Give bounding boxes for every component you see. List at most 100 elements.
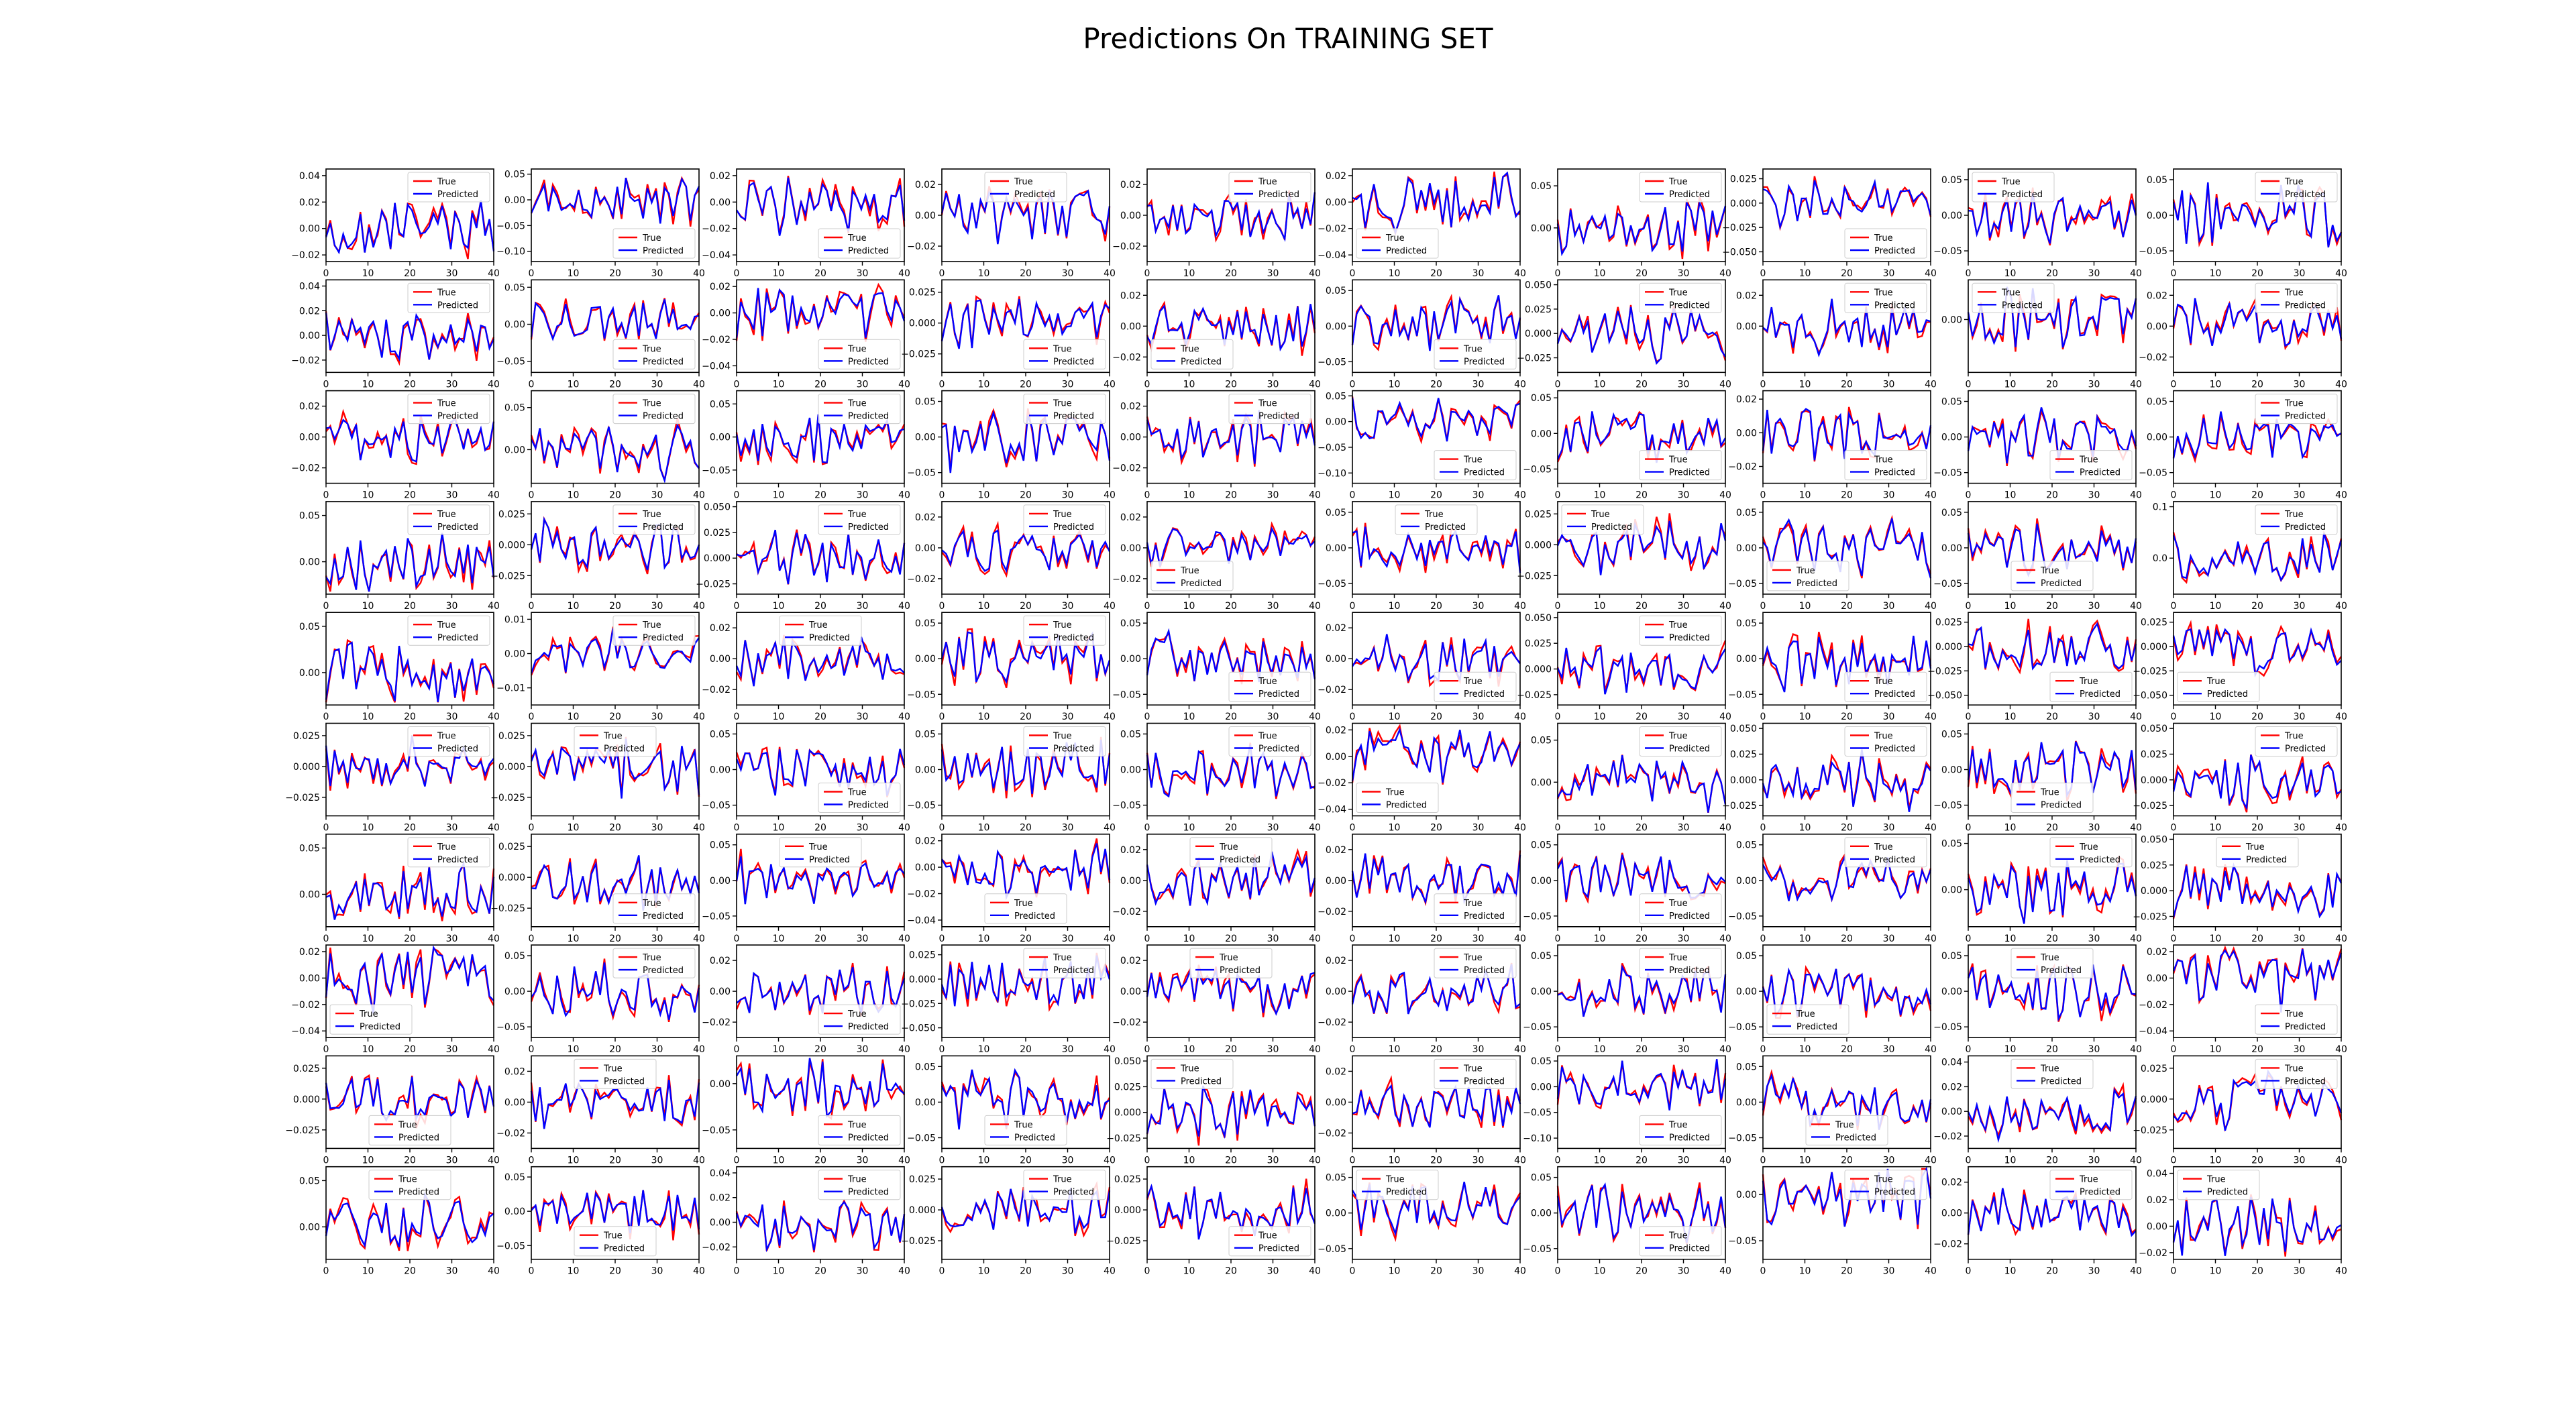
predicted-series-line: [941, 528, 1111, 573]
y-tick-label: 0.02: [710, 1193, 731, 1204]
x-tick-label: 40: [1309, 1266, 1321, 1277]
legend-true-label: True: [1258, 399, 1277, 409]
y-tick-label: 0.05: [1531, 1173, 1552, 1184]
x-tick-label: 10: [1389, 379, 1401, 390]
legend-true-label: True: [1424, 510, 1444, 520]
legend-true-label: True: [1874, 732, 1893, 742]
legend: True Predicted: [407, 282, 490, 313]
x-tick-label: 10: [978, 1266, 990, 1277]
x-tick-label: 10: [978, 823, 990, 834]
y-tick-label: −0.05: [1318, 1244, 1346, 1255]
x-tick-label: 10: [1799, 268, 1811, 279]
x-tick-label: 20: [2046, 712, 2058, 722]
y-tick-label: 0.05: [299, 1176, 320, 1186]
y-tick-label: 0.00: [1941, 211, 1962, 221]
y-tick-label: 0.02: [2147, 290, 2167, 301]
subplot: 0 10 20 30 40 0.050 0.025 0.000 −0.025 True Predic…: [1517, 612, 1731, 722]
predicted-series-line: [941, 739, 1111, 795]
x-tick-label: 0: [1760, 268, 1766, 279]
y-tick-label: 0.05: [915, 729, 936, 740]
x-tick-label: 10: [568, 934, 580, 944]
x-tick-label: 40: [693, 823, 705, 834]
y-tick-label: −0.02: [2139, 1000, 2167, 1011]
x-tick-label: 40: [1104, 268, 1116, 279]
predicted-series-line: [1557, 964, 1727, 1017]
legend-true-label: True: [1874, 233, 1893, 243]
legend-predicted-label: Predicted: [398, 1133, 439, 1143]
x-tick-label: 0: [1350, 379, 1356, 390]
y-tick-label: 0.000: [1114, 1108, 1141, 1119]
legend-predicted-label: Predicted: [1874, 300, 1915, 311]
y-tick-label: −0.02: [1318, 224, 1346, 235]
y-tick-label: 0.00: [1326, 543, 1346, 554]
y-tick-label: −0.050: [2133, 691, 2167, 701]
x-tick-label: 20: [1430, 1266, 1442, 1277]
predicted-series-line: [735, 748, 906, 796]
x-tick-label: 40: [1104, 601, 1116, 612]
legend: True Predicted: [612, 394, 696, 425]
y-tick-label: −0.10: [1318, 468, 1346, 479]
subplot: 0 10 20 30 40 0.05 0.00 −0.05 True Predicted: [496, 279, 705, 390]
y-tick-label: 0.00: [1326, 321, 1346, 332]
x-tick-label: 0: [939, 712, 945, 722]
x-tick-label: 0: [1760, 1044, 1766, 1055]
subplot-grid: 0 10 20 30 400.040.020.00−0.02TruePredicted0…: [285, 168, 2347, 1277]
x-tick-label: 0: [2171, 1044, 2177, 1055]
x-tick-label: 0: [1144, 379, 1150, 390]
x-tick-label: 0: [1760, 1155, 1766, 1166]
y-tick-label: 0.04: [1941, 1058, 1962, 1068]
x-tick-label: 20: [1430, 1044, 1442, 1055]
y-tick-label: 0.05: [915, 618, 936, 629]
x-tick-label: 10: [773, 490, 785, 501]
x-tick-label: 10: [978, 490, 990, 501]
legend-true-label: True: [1258, 177, 1277, 187]
x-tick-label: 20: [1020, 712, 1032, 722]
x-tick-label: 20: [609, 601, 621, 612]
x-tick-label: 10: [978, 601, 990, 612]
x-tick-label: 10: [978, 268, 990, 279]
x-tick-label: 40: [693, 268, 705, 279]
x-tick-label: 40: [1925, 1266, 1937, 1277]
legend: True Predicted: [1639, 1115, 1722, 1145]
legend-true-label: True: [642, 233, 661, 243]
y-tick-label: −0.025: [1106, 1236, 1141, 1247]
subplot: 0 10 20 30 40 0.02 0.00 −0.02 True Predicted: [1112, 390, 1321, 501]
predicted-series-line: [1762, 749, 1931, 812]
y-tick-label: 0.00: [1531, 777, 1552, 788]
y-tick-label: 0.02: [504, 1066, 525, 1077]
x-tick-label: 40: [1309, 490, 1321, 501]
x-tick-label: 0: [1760, 934, 1766, 944]
y-tick-label: −0.02: [291, 463, 320, 474]
x-tick-label: 30: [1267, 712, 1279, 722]
x-tick-label: 0: [1555, 268, 1561, 279]
y-tick-label: 0.1: [2153, 502, 2167, 513]
legend: True Predicted: [818, 339, 901, 370]
true-series-line: [1351, 522, 1521, 574]
predicted-series-line: [1556, 755, 1727, 813]
y-tick-label: 0.025: [498, 842, 525, 852]
y-tick-label: 0.000: [498, 762, 525, 773]
x-tick-label: 30: [857, 823, 869, 834]
y-tick-label: 0.025: [293, 731, 320, 742]
legend: True Predicted: [818, 504, 901, 535]
y-tick-label: 0.000: [909, 974, 936, 985]
predicted-series-line: [1556, 411, 1727, 463]
x-tick-label: 20: [1430, 1155, 1442, 1166]
y-tick-label: 0.00: [299, 331, 320, 341]
y-tick-label: 0.05: [710, 399, 731, 410]
legend-predicted-label: Predicted: [848, 1022, 889, 1032]
x-tick-label: 10: [568, 601, 580, 612]
predicted-series-line: [941, 298, 1110, 349]
y-tick-label: 0.00: [1736, 1097, 1757, 1108]
y-tick-label: 0.05: [504, 951, 525, 962]
y-tick-label: −0.025: [2133, 666, 2167, 677]
y-tick-label: 0.00: [710, 1218, 731, 1229]
x-tick-label: 10: [1389, 1044, 1401, 1055]
predicted-series-line: [1967, 286, 2137, 348]
x-tick-label: 30: [2294, 601, 2306, 612]
y-tick-label: 0.00: [1120, 765, 1141, 776]
y-tick-label: −0.025: [1927, 666, 1962, 677]
x-tick-label: 30: [446, 601, 458, 612]
y-tick-label: 0.00: [504, 445, 525, 455]
y-tick-label: 0.025: [1730, 174, 1757, 185]
